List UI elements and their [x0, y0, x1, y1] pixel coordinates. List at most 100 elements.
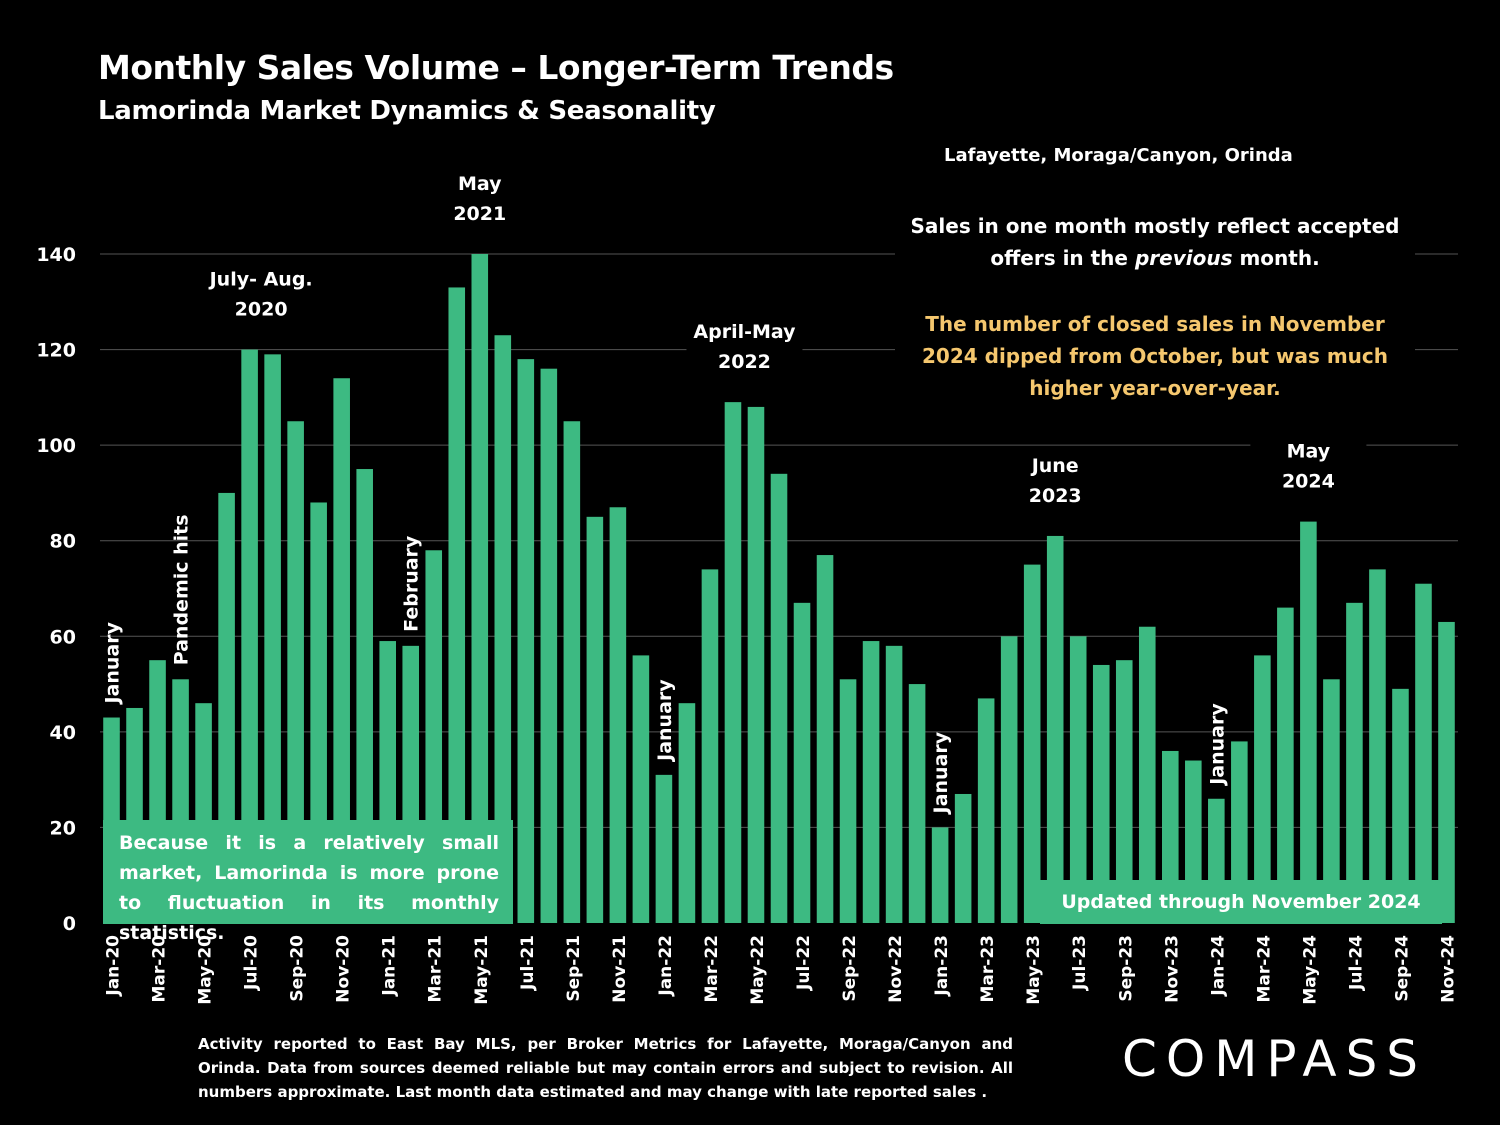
- bar-Jun-23: [1046, 535, 1064, 923]
- annotation-year: 2021: [453, 203, 506, 225]
- x-tick-label: Mar-22: [702, 935, 722, 1003]
- annotation-bg: [1250, 433, 1367, 490]
- annotation-label: May: [458, 173, 502, 195]
- bar-Mar-23: [977, 698, 995, 923]
- y-tick-label: 20: [50, 817, 76, 839]
- x-tick-label: Jul-24: [1346, 935, 1366, 991]
- x-tick-label: Jan-20: [104, 935, 124, 997]
- annotation-label: Pandemic hits: [171, 514, 193, 665]
- bar-Sep-22: [839, 679, 857, 923]
- x-tick-label: Nov-21: [610, 935, 630, 1003]
- bar-Nov-20: [333, 378, 350, 923]
- y-tick-label: 80: [50, 531, 76, 553]
- x-tick-label: May-23: [1024, 935, 1044, 1005]
- bar-Feb-23: [954, 793, 972, 923]
- annotation-label: January: [102, 621, 124, 705]
- bar-Dec-22: [908, 684, 926, 923]
- bar-Jul-20: [241, 349, 258, 924]
- annotation-label: February: [401, 535, 423, 632]
- x-tick-label: Sep-23: [1116, 935, 1136, 1002]
- bar-Jul-23: [1069, 636, 1087, 923]
- footnote: Activity reported to East Bay MLS, per B…: [198, 1035, 1013, 1101]
- bar-Jun-22: [770, 473, 788, 923]
- bar-Oct-22: [862, 641, 880, 923]
- annotation-year: 2020: [235, 299, 288, 321]
- bar-Nov-21: [609, 507, 627, 923]
- x-tick-label: Mar-21: [426, 935, 446, 1003]
- bar-Aug-23: [1092, 664, 1110, 923]
- bar-Jun-20: [218, 492, 235, 923]
- x-tick-label: May-21: [472, 935, 492, 1005]
- bar-Oct-24: [1415, 583, 1432, 923]
- y-tick-label: 0: [63, 913, 76, 935]
- x-tick-label: Jan-22: [656, 935, 676, 997]
- x-tick-label: Jul-20: [242, 935, 262, 991]
- x-tick-label: May-20: [196, 935, 216, 1005]
- x-tick-label: May-22: [748, 935, 768, 1005]
- bar-Feb-24: [1231, 741, 1248, 923]
- bar-Oct-23: [1138, 626, 1156, 923]
- x-tick-label: Jan-23: [932, 935, 952, 997]
- region-label: Lafayette, Moraga/Canyon, Orinda: [944, 145, 1293, 166]
- chart-title: Monthly Sales Volume – Longer-Term Trend…: [98, 48, 894, 87]
- bar-Oct-21: [586, 516, 604, 923]
- bar-Aug-20: [264, 354, 281, 924]
- y-tick-label: 60: [50, 626, 76, 648]
- updated-note: Updated through November 2024: [1040, 880, 1442, 924]
- x-tick-label: Mar-24: [1254, 935, 1274, 1003]
- bar-Dec-20: [356, 469, 373, 923]
- annotation-label: May: [1287, 441, 1331, 463]
- annotation-label: July- Aug.: [208, 269, 313, 291]
- annotation-label: January: [654, 679, 676, 763]
- y-tick-label: 100: [36, 435, 76, 457]
- bar-May-24: [1300, 521, 1317, 923]
- bar-Apr-22: [724, 402, 742, 923]
- compass-logo: COMPASS: [1122, 1030, 1428, 1088]
- bar-Aug-21: [540, 368, 558, 924]
- x-tick-label: Nov-23: [1162, 935, 1182, 1003]
- x-tick-label: Jul-23: [1070, 935, 1090, 991]
- bar-Jul-21: [517, 359, 535, 924]
- x-tick-label: Jan-24: [1208, 935, 1228, 997]
- x-tick-label: Jan-21: [380, 935, 400, 997]
- bar-Sep-24: [1392, 688, 1409, 923]
- bar-Jan-23: [931, 827, 949, 923]
- annotation-year: 2024: [1282, 471, 1335, 493]
- annotation-label: April-May: [693, 321, 796, 343]
- bar-Aug-24: [1369, 569, 1386, 923]
- bar-Jan-22: [655, 774, 673, 923]
- annotation-bg: [997, 447, 1114, 504]
- x-tick-label: Sep-21: [564, 935, 584, 1002]
- offers-note-text: Sales in one month mostly reflect accept…: [910, 214, 1400, 270]
- annotation-bg: [686, 314, 803, 371]
- annotation-bg: [421, 166, 538, 222]
- x-tick-label: Sep-22: [840, 935, 860, 1002]
- bar-Mar-24: [1254, 655, 1271, 923]
- bar-Nov-24: [1438, 621, 1455, 923]
- bar-Jun-21: [494, 335, 512, 923]
- x-tick-label: Nov-20: [334, 935, 354, 1003]
- bar-Jul-22: [793, 602, 811, 923]
- bar-Oct-20: [310, 502, 327, 923]
- x-tick-label: Jul-22: [794, 935, 814, 991]
- chart-subtitle: Lamorinda Market Dynamics & Seasonality: [98, 96, 716, 126]
- annotation-year: 2022: [718, 351, 771, 373]
- bar-Apr-24: [1277, 607, 1294, 923]
- x-tick-label: Nov-24: [1438, 935, 1458, 1003]
- x-tick-label: Sep-24: [1392, 935, 1412, 1002]
- bar-Apr-23: [1000, 636, 1018, 923]
- annotation-bg: [203, 261, 320, 318]
- offers-note: Sales in one month mostly reflect accept…: [895, 210, 1415, 274]
- annotation-label: January: [1206, 703, 1228, 787]
- x-tick-label: May-24: [1300, 935, 1320, 1005]
- bar-Sep-20: [287, 421, 304, 923]
- x-tick-label: Sep-20: [288, 935, 308, 1002]
- bar-Sep-23: [1115, 660, 1133, 923]
- bar-Feb-22: [678, 703, 696, 923]
- bar-Jul-24: [1346, 602, 1363, 923]
- x-tick-label: Nov-22: [886, 935, 906, 1003]
- bar-Dec-21: [632, 655, 650, 923]
- x-tick-label: Mar-20: [150, 935, 170, 1003]
- y-tick-label: 40: [50, 722, 76, 744]
